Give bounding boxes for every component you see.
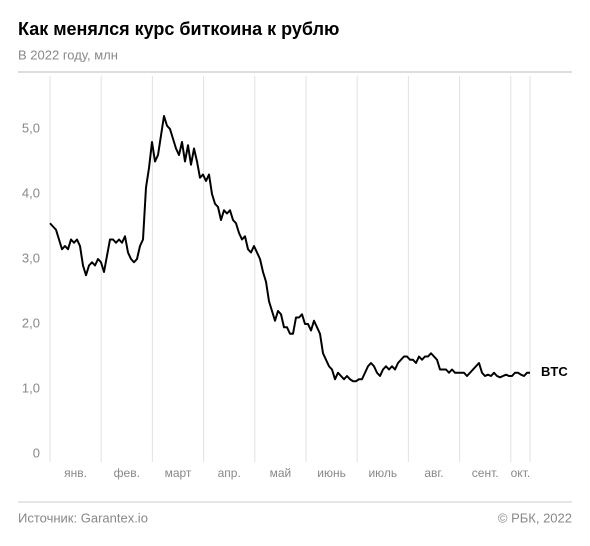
copyright: © РБК, 2022: [498, 510, 572, 525]
y-tick-label: 0: [33, 445, 40, 460]
y-tick-label: 2,0: [22, 315, 40, 330]
x-tick-label: март: [165, 466, 192, 480]
y-tick-label: 5,0: [22, 120, 40, 135]
x-tick-label: сент.: [472, 466, 499, 480]
source: Источник: Garantex.io: [18, 510, 148, 525]
chart-title: Как менялся курс биткоина к рублю: [18, 19, 339, 39]
x-tick-label: янв.: [64, 466, 87, 480]
x-tick-label: июнь: [317, 466, 346, 480]
x-tick-label: авг.: [424, 466, 443, 480]
y-tick-label: 4,0: [22, 185, 40, 200]
line: [49, 115, 530, 383]
x-tick-label: фев.: [114, 466, 140, 480]
chart-subtitle: В 2022 году, млн: [18, 47, 118, 62]
x-tick-label: апр.: [218, 466, 241, 480]
x-tick-label: май: [270, 466, 292, 480]
series-label: BTC: [541, 364, 568, 379]
x-tick-label: окт.: [511, 466, 531, 480]
y-tick-label: 3,0: [22, 250, 40, 265]
y-tick-label: 1,0: [22, 380, 40, 395]
x-tick-label: июль: [368, 466, 397, 480]
